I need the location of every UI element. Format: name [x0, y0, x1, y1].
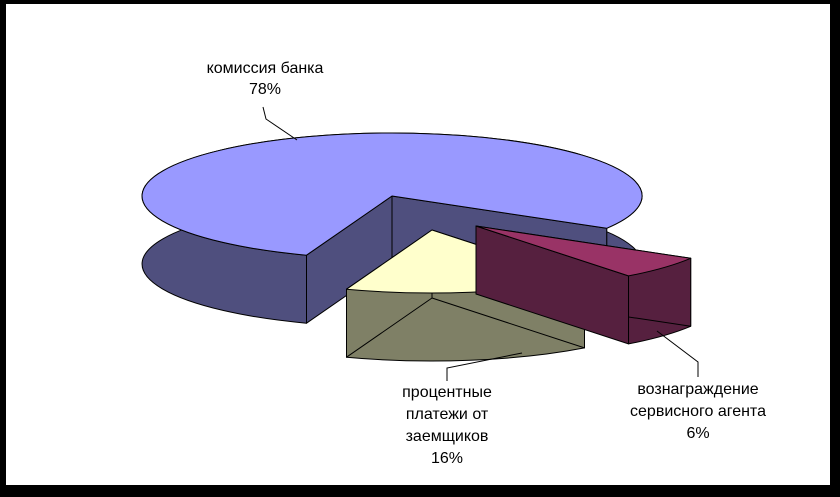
slice-service-agent-fee-top: [475, 225, 692, 277]
label-text: вознаграждение: [637, 381, 759, 398]
leader-line-service-agent-fee: [656, 330, 699, 377]
label-interest-payments: процентные платежи от заемщиков 16%: [337, 382, 557, 470]
leader-line-bank-commission: [262, 106, 298, 141]
label-text: комиссия банка: [206, 60, 324, 77]
label-text: платежи от: [405, 406, 489, 423]
label-value: 78%: [248, 81, 282, 98]
label-value: 6%: [686, 425, 710, 442]
label-bank-commission: комиссия банка 78%: [155, 58, 375, 100]
label-text: процентные: [402, 384, 492, 401]
label-text: сервисного агента: [630, 403, 766, 420]
label-text: заемщиков: [405, 428, 489, 445]
leader-line-interest-payments: [446, 352, 523, 381]
label-value: 16%: [430, 450, 464, 467]
label-service-agent-fee: вознаграждение сервисного агента 6%: [588, 379, 808, 445]
slice-bank-commission-top: [141, 132, 643, 256]
